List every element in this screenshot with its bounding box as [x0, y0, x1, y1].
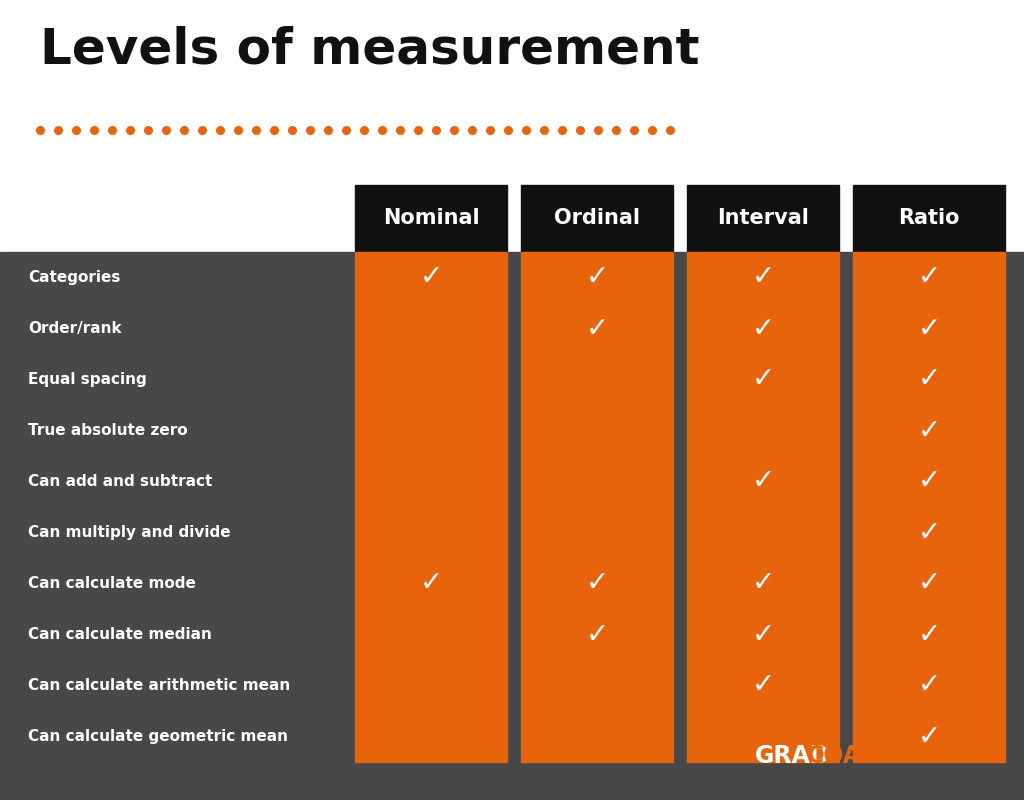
Text: ✓: ✓ [752, 263, 774, 291]
Text: Can add and subtract: Can add and subtract [28, 474, 212, 489]
Text: COACH: COACH [807, 744, 899, 768]
Text: ✓: ✓ [586, 263, 608, 291]
Bar [687, 252, 839, 762]
Text: ✓: ✓ [586, 621, 608, 649]
Text: ✓: ✓ [586, 314, 608, 342]
Text: ✓: ✓ [752, 314, 774, 342]
Text: ✓: ✓ [752, 366, 774, 394]
Bar [0, 252, 1024, 800]
Text: Order/rank: Order/rank [28, 321, 122, 336]
Bar [853, 252, 1005, 762]
Text: Can calculate arithmetic mean: Can calculate arithmetic mean [28, 678, 290, 693]
Text: ✓: ✓ [918, 621, 941, 649]
Text: Categories: Categories [28, 270, 121, 285]
Bar [521, 185, 673, 252]
Text: ✓: ✓ [918, 467, 941, 495]
Text: Ratio: Ratio [898, 209, 959, 229]
Text: ✓: ✓ [918, 518, 941, 546]
Text: Ordinal: Ordinal [554, 209, 640, 229]
Text: True absolute zero: True absolute zero [28, 423, 187, 438]
Bar [853, 185, 1005, 252]
Bar [521, 252, 673, 762]
Text: ✓: ✓ [752, 467, 774, 495]
Text: ✓: ✓ [918, 314, 941, 342]
Text: Interval: Interval [717, 209, 809, 229]
Text: GRAD: GRAD [755, 744, 830, 768]
Text: ✓: ✓ [918, 671, 941, 699]
Text: ✓: ✓ [420, 263, 442, 291]
Text: Levels of measurement: Levels of measurement [40, 25, 699, 73]
Bar [687, 185, 839, 252]
Text: ✓: ✓ [752, 621, 774, 649]
Text: ✓: ✓ [918, 722, 941, 750]
Bar [355, 185, 507, 252]
Text: Can calculate median: Can calculate median [28, 627, 212, 642]
Text: ✓: ✓ [752, 671, 774, 699]
Text: ✓: ✓ [918, 366, 941, 394]
Bar [355, 252, 507, 762]
Text: ✓: ✓ [586, 570, 608, 598]
Text: Can calculate geometric mean: Can calculate geometric mean [28, 729, 288, 744]
Text: ✓: ✓ [752, 570, 774, 598]
Text: ✓: ✓ [918, 417, 941, 445]
Text: Nominal: Nominal [383, 209, 479, 229]
Text: Can calculate mode: Can calculate mode [28, 576, 196, 591]
Text: ✓: ✓ [918, 570, 941, 598]
Text: Equal spacing: Equal spacing [28, 372, 146, 387]
Text: ✓: ✓ [918, 263, 941, 291]
Text: ✓: ✓ [420, 570, 442, 598]
Text: Can multiply and divide: Can multiply and divide [28, 525, 230, 540]
